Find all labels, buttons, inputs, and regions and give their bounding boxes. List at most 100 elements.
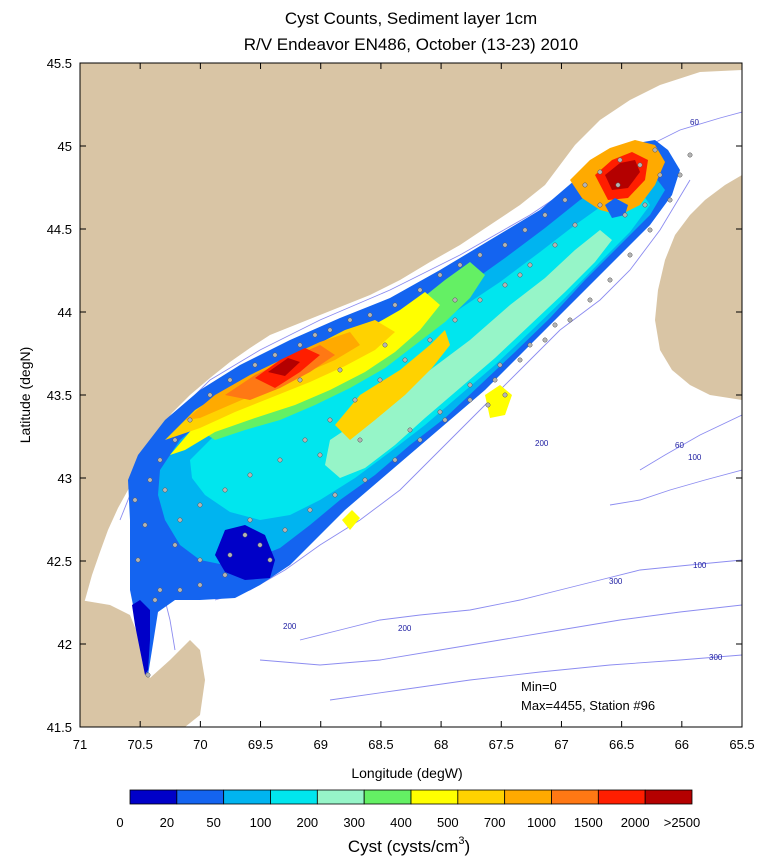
isobath-basin-a bbox=[299, 559, 742, 641]
station-marker bbox=[687, 152, 693, 158]
y-axis-label: Latitude (degN) bbox=[17, 347, 33, 444]
x-tick-label: 65.5 bbox=[729, 737, 754, 752]
station-marker bbox=[457, 262, 463, 268]
station-marker bbox=[147, 477, 153, 483]
station-marker bbox=[257, 542, 263, 548]
station-marker bbox=[382, 342, 388, 348]
station-marker bbox=[252, 362, 258, 368]
isobath-label: 200 bbox=[535, 439, 549, 448]
station-marker bbox=[222, 572, 228, 578]
y-tick-label: 44.5 bbox=[47, 222, 72, 237]
isobath-60-north bbox=[639, 111, 742, 151]
x-tick-label: 68 bbox=[434, 737, 448, 752]
field-level-200 bbox=[325, 230, 612, 478]
station-marker bbox=[162, 487, 168, 493]
land-nova-scotia bbox=[655, 175, 742, 400]
station-marker bbox=[615, 182, 621, 188]
station-marker bbox=[157, 587, 163, 593]
colorbar-tick-label: 1000 bbox=[527, 815, 556, 830]
isobath-label: 60 bbox=[675, 441, 684, 450]
colorbar-swatch bbox=[363, 789, 412, 805]
y-tick-label: 45 bbox=[58, 139, 72, 154]
isobath-shelf-edge bbox=[214, 179, 691, 601]
station-marker bbox=[637, 162, 643, 168]
station-marker bbox=[542, 337, 548, 343]
station-marker bbox=[207, 392, 213, 398]
station-marker bbox=[277, 457, 283, 463]
station-marker bbox=[177, 587, 183, 593]
colorbar-label-text: Cyst (cysts/cm bbox=[348, 837, 459, 856]
station-marker bbox=[177, 517, 183, 523]
x-tick-label: 69.5 bbox=[248, 737, 273, 752]
station-marker bbox=[502, 392, 508, 398]
station-marker bbox=[362, 477, 368, 483]
colorbar-ticks: 0 20 50 100 200 300 400 500 700 1000 1500 2000 >2500 bbox=[116, 815, 700, 830]
colorbar-tick-label: 1500 bbox=[574, 815, 603, 830]
station-marker bbox=[392, 457, 398, 463]
station-marker bbox=[317, 452, 323, 458]
colorbar-tick-label: 200 bbox=[296, 815, 318, 830]
station-marker bbox=[352, 397, 358, 403]
station-marker bbox=[417, 287, 423, 293]
station-marker bbox=[477, 297, 483, 303]
field-yellow-68w-a bbox=[335, 330, 450, 440]
station-marker bbox=[222, 487, 228, 493]
colorbar-swatch bbox=[504, 789, 552, 805]
x-axis-label: Longitude (degW) bbox=[351, 765, 462, 781]
station-marker bbox=[527, 342, 533, 348]
station-marker bbox=[497, 362, 503, 368]
station-marker bbox=[627, 252, 633, 258]
field-blue-east bbox=[605, 198, 628, 218]
station-marker bbox=[157, 457, 163, 463]
station-marker bbox=[617, 157, 623, 163]
y-tick-label: 43.5 bbox=[47, 388, 72, 403]
station-marker bbox=[187, 417, 193, 423]
station-marker bbox=[197, 582, 203, 588]
colorbar-swatch bbox=[551, 789, 599, 805]
isobath-basin-b bbox=[259, 604, 742, 666]
station-marker bbox=[677, 172, 683, 178]
field-deep-blue-basin bbox=[215, 525, 275, 580]
colorbar-tick-label: 20 bbox=[160, 815, 174, 830]
station-marker bbox=[652, 147, 658, 153]
station-marker bbox=[437, 272, 443, 278]
station-marker bbox=[452, 317, 458, 323]
station-marker bbox=[597, 169, 603, 175]
isobath-label: 60 bbox=[690, 118, 699, 127]
station-marker bbox=[467, 382, 473, 388]
field-level-2000-west bbox=[268, 358, 300, 376]
station-marker bbox=[145, 672, 151, 678]
map-subtitle: R/V Endeavor EN486, October (13-23) 2010 bbox=[244, 35, 579, 54]
station-marker bbox=[337, 367, 343, 373]
x-tick-label: 66.5 bbox=[609, 737, 634, 752]
x-tick-label: 70 bbox=[193, 737, 207, 752]
x-tick-label: 69 bbox=[313, 737, 327, 752]
isobath-label: 300 bbox=[609, 577, 623, 586]
station-marker bbox=[302, 437, 308, 443]
colorbar-tick-label: 400 bbox=[390, 815, 412, 830]
y-tick-label: 41.5 bbox=[47, 720, 72, 735]
colorbar-tick-label: 2000 bbox=[621, 815, 650, 830]
station-marker bbox=[452, 297, 458, 303]
y-tick-label: 42.5 bbox=[47, 554, 72, 569]
isobath-labels: 60 200 60 100 100 300 200 200 300 bbox=[283, 118, 723, 662]
colorbar bbox=[129, 789, 693, 805]
station-marker bbox=[347, 317, 353, 323]
isobath-label: 300 bbox=[709, 653, 723, 662]
y-tick-label: 43 bbox=[58, 471, 72, 486]
station-marker bbox=[562, 197, 568, 203]
field-deep-blue-capecod bbox=[132, 600, 150, 675]
station-marker bbox=[152, 597, 158, 603]
x-tick-label: 70.5 bbox=[128, 737, 153, 752]
colorbar-label-end: ) bbox=[464, 837, 470, 856]
station-marker bbox=[572, 222, 578, 228]
x-tick-label: 71 bbox=[73, 737, 87, 752]
station-marker bbox=[522, 227, 528, 233]
station-marker bbox=[297, 342, 303, 348]
station-marker bbox=[442, 417, 448, 423]
station-marker bbox=[597, 202, 603, 208]
station-marker bbox=[527, 262, 533, 268]
station-marker bbox=[587, 297, 593, 303]
colorbar-label: Cyst (cysts/cm3) bbox=[348, 835, 470, 856]
y-axis-ticks: 45.5 45 44.5 44 43.5 43 42.5 42 41.5 bbox=[47, 56, 742, 735]
